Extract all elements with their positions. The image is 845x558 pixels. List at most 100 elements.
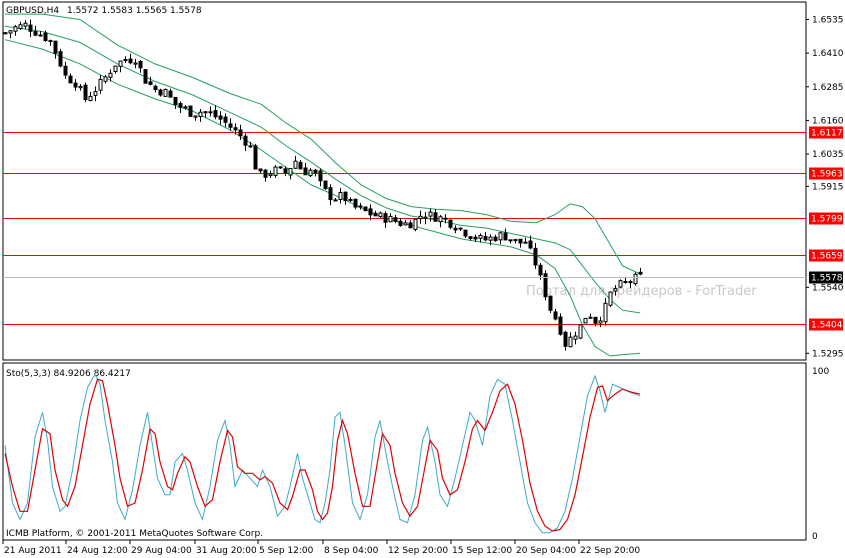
candle-body [548,295,553,311]
time-tick-label: 21 Aug 2011 [4,546,62,556]
time-tick-label: 22 Sep 20:00 [580,546,640,556]
candle-body [623,280,628,283]
candle-body [303,167,308,176]
candle-body [248,145,253,148]
candle-body [528,240,533,249]
candle-body [358,205,363,208]
price-pane-frame[interactable] [2,1,807,361]
candle-body [378,212,383,217]
level-price-tag [809,318,843,331]
candle-body [523,241,528,244]
candle-body [138,61,143,69]
candle-body [83,84,88,100]
candle-body [343,191,348,202]
candle-body [328,187,333,201]
current-price: 1.5578 [3,271,843,284]
indicator-label: Sto(5,3,3) 84.9206 86.4217 [6,369,131,379]
candle-body [273,166,278,176]
candle-body [28,24,33,32]
candle-body [583,317,588,324]
candle-body [448,219,453,228]
candle-body [18,24,23,29]
candle-body [228,123,233,128]
stochastic-tick-label: 100 [812,367,829,377]
stochastic-pane-frame[interactable] [2,362,807,541]
price-tick-label: 1.5540 [812,283,844,293]
candle-body [153,85,158,91]
candle-body [428,211,433,217]
level-price-tag [809,249,843,262]
candle-body [433,212,438,222]
candle-body [408,222,413,229]
candle-body [398,220,403,226]
candle-body [158,89,163,96]
candle-body [208,111,213,114]
candle-body [388,215,393,223]
price-tick-label: 1.5915 [812,182,844,192]
bollinger-middle-line [4,25,641,314]
candle-body [438,216,443,223]
level-price-label: 1.5963 [811,170,843,180]
candle-body [238,129,243,137]
candle-body [413,218,418,230]
price-tick-label: 1.6160 [812,116,844,126]
candle-body [568,336,573,348]
candle-body [308,169,313,177]
price-tick-label: 1.6035 [812,150,844,160]
candle-body [128,58,133,64]
candle-body [513,238,518,242]
candle-body [258,168,263,172]
candle-body [98,78,103,91]
bollinger-upper-line [5,13,641,275]
level-price-tag [809,212,843,225]
stochastic-tick-label: 0 [812,532,818,542]
horizontal-levels[interactable]: 1.6117 1.5963 1.5799 1.5659 1.5404 [3,126,843,331]
candle-body [8,30,13,34]
candle-body [423,216,428,219]
candle-body [143,69,148,84]
time-tick-label: 29 Aug 04:00 [131,546,192,556]
candle-body [453,227,458,231]
time-tick-label: 20 Sep 04:00 [516,546,576,556]
candle-body [313,169,318,174]
candle-body [318,170,323,182]
copyright-text: ICMB Platform, © 2001-2011 MetaQuotes So… [6,529,263,539]
watermark-text: Портал для трейдеров - ForTrader [526,284,757,299]
candle-body [73,82,78,88]
time-tick-label: 24 Aug 12:00 [67,546,128,556]
candle-body [203,111,208,114]
ohlc-readout: 1.5572 1.5583 1.5565 1.5578 [67,6,202,16]
stochastic-lines [4,373,641,534]
candle-body [93,91,98,96]
candle-body [68,75,73,84]
time-tick-label: 15 Sep 12:00 [452,546,512,556]
candle-body [498,232,503,241]
candle-body [218,115,223,120]
price-axis: 1.6535 1.6410 1.6285 1.6160 1.6035 1.5915 1.55… [806,15,844,359]
candle-body [323,180,328,190]
candle-body [108,72,113,78]
candle-body [33,31,38,36]
candle-body [213,110,218,118]
candle-body [538,264,543,276]
candle-body [193,115,198,118]
candle-body [458,227,463,230]
stochastic-axis: 100 0 [812,367,829,542]
candle-body [468,236,473,239]
level-price-label: 1.5799 [811,215,843,225]
candle-body [563,331,568,347]
price-tick-label: 1.5295 [812,349,844,359]
candle-body [553,311,558,320]
time-tick-label: 31 Aug 20:00 [196,546,257,556]
candle-body [298,161,303,170]
candle-body [113,65,118,72]
candle-body [133,62,138,65]
candle-body [233,127,238,131]
current-price-label: 1.5578 [811,274,843,284]
candle-body [503,232,508,241]
level-price-label: 1.5404 [811,321,843,331]
candle-body [118,60,123,67]
candle-body [88,95,93,102]
